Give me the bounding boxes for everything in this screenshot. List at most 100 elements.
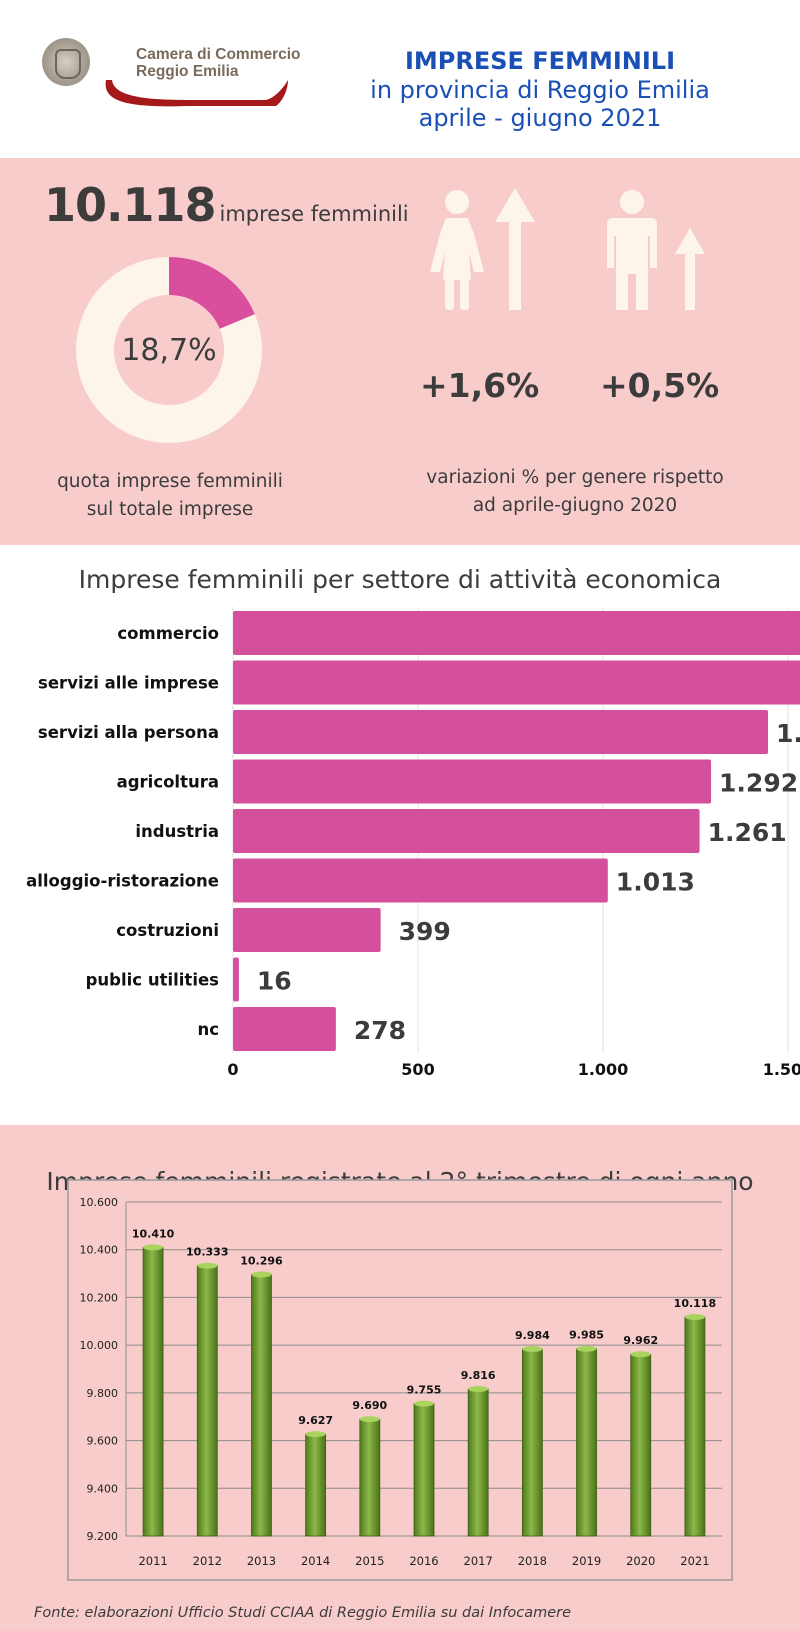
year-bar: [684, 1316, 706, 1537]
logo-line2: Reggio Emilia: [136, 63, 239, 80]
y-tick-label: 10.200: [80, 1291, 119, 1304]
share-value: 18,7%: [121, 333, 217, 368]
y-tick-label: 10.000: [80, 1339, 119, 1352]
bar-top-cap: [197, 1262, 218, 1269]
sector-bar: [233, 858, 608, 903]
y-tick-label: 10.400: [80, 1244, 119, 1257]
x-tick-label: 0: [227, 1060, 238, 1079]
x-tick-label: 2012: [193, 1554, 222, 1568]
sector-bar: [233, 611, 800, 655]
trend-bar-chart: 9.200 9.400 9.600 9.800 10.000 10.200 10.400 10…: [67, 1179, 733, 1581]
category-label: alloggio-ristorazione: [26, 872, 219, 891]
total-value: 10.118: [44, 178, 217, 232]
y-tick-label: 9.800: [87, 1387, 119, 1400]
sector-bar: [233, 759, 712, 804]
x-tick-label: 2015: [355, 1554, 384, 1568]
total-label: imprese femminili: [219, 202, 409, 226]
title-line2: in provincia di Reggio Emilia: [370, 76, 710, 104]
female-icon: [430, 190, 484, 310]
x-tick-label: 500: [401, 1060, 434, 1079]
header: Camera di Commercio Reggio Emilia IMPRES…: [0, 0, 800, 158]
value-label: 399: [399, 917, 451, 946]
sector-bar: [233, 710, 769, 754]
value-label: 10.118: [674, 1297, 716, 1310]
year-bar: [142, 1246, 164, 1537]
female-growth-icon: [430, 188, 535, 310]
sector-bar: [233, 809, 700, 853]
x-tick-label: 2017: [464, 1554, 493, 1568]
value-label: 1.013: [616, 868, 695, 897]
value-label: 1.446: [776, 719, 800, 748]
category-label: industria: [135, 822, 219, 841]
value-label: 9.962: [623, 1334, 658, 1347]
bar-top-cap: [143, 1244, 164, 1251]
chamber-of-commerce-logo: Camera di Commercio Reggio Emilia: [38, 34, 308, 114]
x-tick-label: 2020: [626, 1554, 655, 1568]
sector-bar: [233, 660, 800, 705]
share-donut-chart: [76, 257, 262, 443]
value-label: 9.627: [298, 1414, 333, 1427]
female-change-value: +1,6%: [420, 366, 540, 405]
year-bar: [251, 1274, 272, 1537]
year-bar: [630, 1353, 652, 1537]
value-label: 9.985: [569, 1329, 604, 1342]
sector-chart-title: Imprese femminili per settore di attivit…: [78, 565, 722, 594]
sector-bar: [233, 1007, 336, 1051]
sector-bar-chart: 05001.0001.5002.0002.500commercio2.444se…: [26, 607, 800, 1079]
value-label: 9.816: [461, 1369, 496, 1382]
up-arrow-icon: [675, 228, 705, 310]
donut-share-arc: [168, 257, 255, 330]
bar-top-cap: [414, 1400, 434, 1407]
year-bar: [196, 1265, 218, 1537]
year-bar: [413, 1403, 435, 1537]
total-enterprises: 10.118 imprese femminili: [44, 178, 409, 232]
bar-top-cap: [576, 1345, 597, 1352]
value-label: 1.261: [708, 818, 787, 847]
value-label: 1.292: [719, 769, 798, 798]
change-caption-line1: variazioni % per genere rispetto: [426, 467, 724, 488]
bar-top-cap: [684, 1313, 705, 1320]
change-caption: variazioni % per genere rispetto ad apri…: [400, 464, 750, 520]
x-tick-label: 2011: [138, 1554, 167, 1568]
change-caption-line2: ad aprile-giugno 2020: [472, 495, 678, 516]
title-line3: aprile - giugno 2021: [418, 104, 662, 132]
bar-top-cap: [359, 1416, 380, 1423]
category-label: nc: [197, 1020, 219, 1039]
value-label: 16: [257, 967, 292, 996]
year-bar: [576, 1348, 597, 1537]
chart-frame: [67, 1179, 733, 1581]
x-tick-label: 2014: [301, 1554, 330, 1568]
share-caption-line2: sul totale imprese: [86, 499, 254, 520]
value-label: 278: [354, 1016, 406, 1045]
share-caption: quota imprese femminili sul totale impre…: [30, 468, 310, 524]
year-bar: [467, 1388, 489, 1537]
male-change-value: +0,5%: [600, 366, 720, 405]
x-tick-label: 1.000: [578, 1060, 629, 1079]
value-label: 10.410: [132, 1227, 175, 1240]
y-tick-label: 9.600: [87, 1435, 119, 1448]
value-label: 10.333: [186, 1246, 228, 1259]
category-label: public utilities: [86, 971, 220, 990]
male-growth-icon: [607, 190, 705, 310]
source-note: Fonte: elaborazioni Ufficio Studi CCIAA …: [34, 1605, 572, 1621]
category-label: costruzioni: [116, 921, 219, 940]
sector-bar: [233, 908, 381, 952]
logo-line1: Camera di Commercio: [136, 46, 301, 63]
y-tick-label: 9.400: [87, 1482, 119, 1495]
value-label: 10.296: [240, 1255, 283, 1268]
y-tick-label: 9.200: [87, 1530, 119, 1543]
bar-top-cap: [305, 1431, 326, 1438]
kpi-section: 10.118 imprese femminili 18,7% quota impr…: [0, 158, 800, 545]
value-label: 9.690: [352, 1399, 387, 1412]
bar-top-cap: [251, 1271, 272, 1278]
bar-top-cap: [468, 1386, 489, 1393]
category-label: commercio: [117, 624, 219, 643]
value-label: 9.755: [407, 1384, 442, 1397]
trend-section: Imprese femminili registrate al 2° trime…: [0, 1125, 800, 1631]
sector-bar: [233, 957, 239, 1002]
category-label: servizi alle imprese: [38, 674, 219, 693]
share-caption-line1: quota imprese femminili: [57, 471, 283, 492]
year-bar: [359, 1418, 381, 1537]
category-label: agricoltura: [117, 773, 219, 792]
bar-top-cap: [522, 1345, 543, 1352]
